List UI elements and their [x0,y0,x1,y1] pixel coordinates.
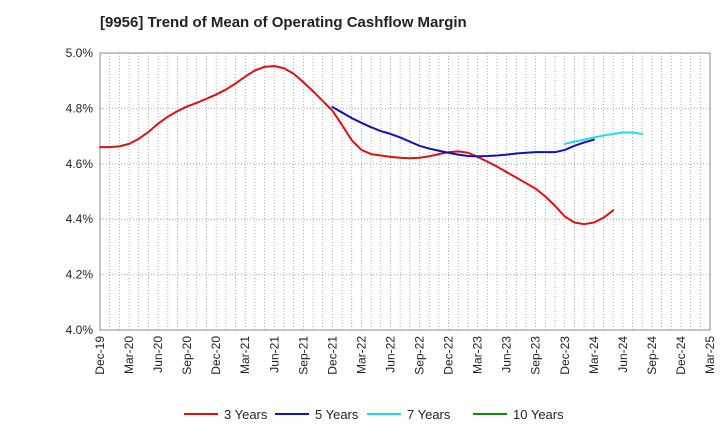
series-line-3-years [99,65,615,226]
x-tick-label: Mar-20 [122,336,136,374]
chart-title: [9956] Trend of Mean of Operating Cashfl… [100,14,467,31]
legend-label: 3 Years [224,407,268,422]
x-tick-label: Dec-22 [442,336,456,375]
x-tick-label: Mar-21 [238,336,252,374]
legend-label: 7 Years [407,407,451,422]
axis-layer: 5.0% 4.8% 4.6% 4.4% 4.2% 4.0%Dec-19 Mar-20 Jun-… [66,46,717,375]
x-tick-label: Dec-21 [325,336,339,375]
x-tick-label: Jun-22 [383,336,397,373]
x-tick-label: Mar-24 [587,336,601,374]
x-tick-label: Sep-24 [645,336,659,375]
y-tick-label: 4.4% [66,212,94,226]
x-tick-label: Sep-21 [296,336,310,375]
x-tick-label: Jun-20 [151,336,165,373]
y-tick-label: 5.0% [66,46,94,60]
x-tick-label: Dec-20 [209,336,223,375]
legend-label: 10 Years [513,407,564,422]
x-tick-label: Dec-24 [674,336,688,375]
x-tick-label: Jun-24 [616,336,630,373]
x-tick-label: Dec-23 [558,336,572,375]
legend-label: 5 Years [315,407,359,422]
y-tick-label: 4.0% [66,323,94,337]
y-tick-label: 4.2% [66,268,94,282]
x-tick-label: Mar-25 [703,336,717,374]
x-tick-label: Jun-23 [500,336,514,373]
y-tick-label: 4.6% [66,157,94,171]
series-layer [99,65,644,226]
x-tick-label: Dec-19 [93,336,107,375]
legend-layer: 3 Years 5 Years 7 Years 10 Years [184,407,564,422]
x-tick-label: Sep-22 [413,336,427,375]
grid-layer [100,53,710,330]
x-tick-label: Jun-21 [267,336,281,373]
x-tick-label: Mar-22 [354,336,368,374]
series-line-7-years [563,131,644,145]
plot-frame [99,52,711,331]
x-tick-label: Sep-20 [180,336,194,375]
y-tick-label: 4.8% [66,101,94,115]
series-line-5-years [331,106,595,158]
x-tick-label: Mar-23 [471,336,485,374]
x-tick-label: Sep-23 [529,336,543,375]
